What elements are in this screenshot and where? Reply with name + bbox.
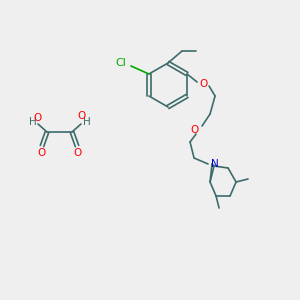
- Text: O: O: [38, 148, 46, 158]
- Text: O: O: [34, 113, 42, 123]
- Text: H: H: [29, 117, 37, 127]
- Text: O: O: [73, 148, 81, 158]
- Text: O: O: [199, 79, 207, 89]
- Text: Cl: Cl: [116, 58, 126, 68]
- Text: N: N: [211, 159, 219, 169]
- Text: H: H: [83, 117, 91, 127]
- Text: O: O: [190, 125, 198, 135]
- Text: O: O: [78, 111, 86, 121]
